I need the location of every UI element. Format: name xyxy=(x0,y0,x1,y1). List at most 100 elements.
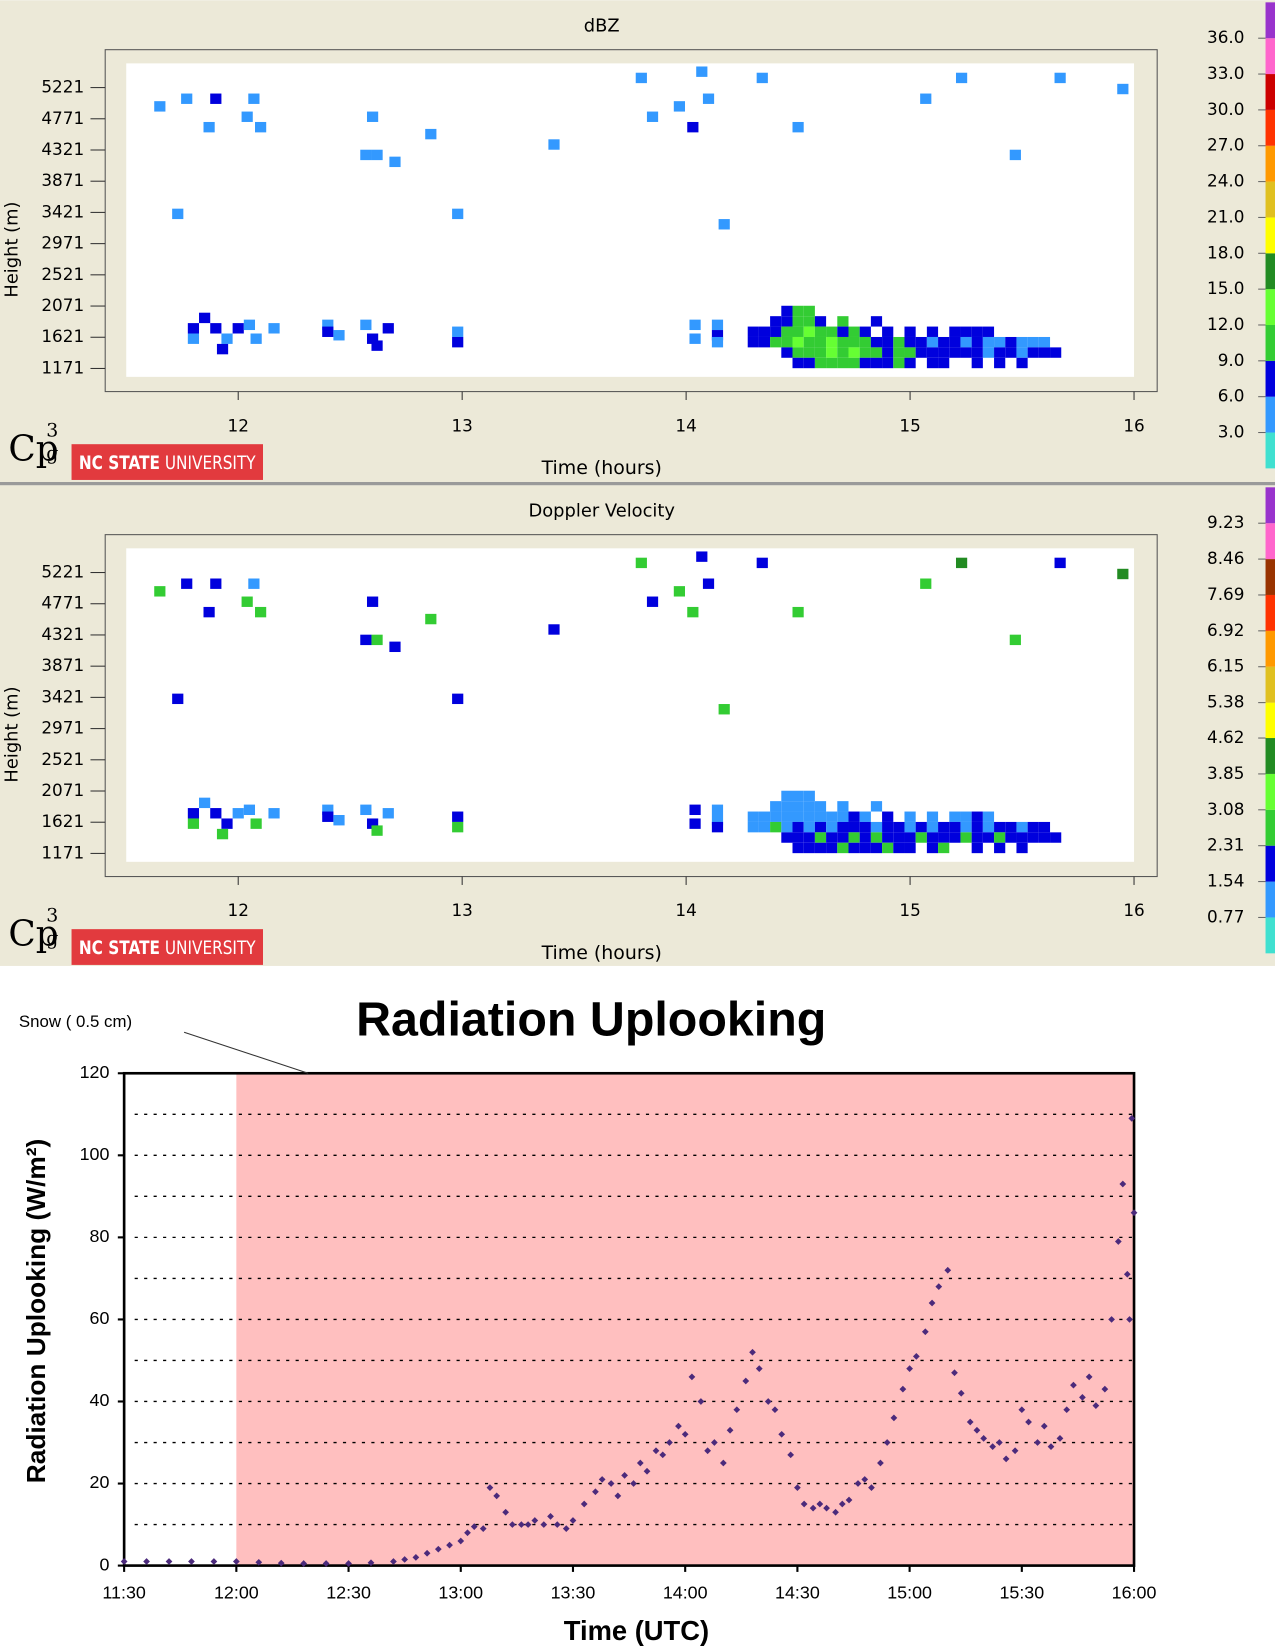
y-tick-label: 3871 xyxy=(41,655,84,675)
radar-cell xyxy=(1050,347,1062,358)
radar-cell xyxy=(548,139,560,150)
radar-cell xyxy=(904,821,916,833)
radar-cell xyxy=(322,319,334,331)
colorbar-tick-label: 21.0 xyxy=(1207,206,1244,226)
radar-cell xyxy=(904,336,916,348)
data-point xyxy=(832,1508,839,1516)
radar-cell xyxy=(696,66,708,77)
radar-cell xyxy=(770,316,782,327)
radar-cell xyxy=(747,821,759,833)
radar-cell xyxy=(792,336,804,348)
radar-cell xyxy=(792,832,804,843)
radar-cell xyxy=(711,821,724,833)
radar-cell xyxy=(1027,336,1039,348)
radar-cell xyxy=(814,811,827,822)
radar-cell xyxy=(960,811,972,822)
radar-cell xyxy=(781,811,793,822)
x-tick-label: 15:00 xyxy=(887,1583,932,1603)
radar-cell xyxy=(371,825,383,836)
plot-area xyxy=(126,63,1135,377)
radar-cell xyxy=(848,842,860,854)
badge-text: NC STATE UNIVERSITY xyxy=(79,452,256,474)
radar-cell xyxy=(837,336,849,348)
radar-cell xyxy=(960,347,972,358)
radar-cell xyxy=(366,818,379,829)
radar-cell xyxy=(870,357,883,369)
radar-cell xyxy=(1038,821,1051,833)
radar-cell xyxy=(792,801,804,812)
radar-cell xyxy=(859,821,871,833)
radar-cell xyxy=(803,305,815,317)
radar-cell xyxy=(203,121,215,133)
radar-cell xyxy=(848,811,860,822)
radar-cell xyxy=(926,842,939,854)
radar-cell xyxy=(826,357,838,369)
radar-cell xyxy=(232,808,244,819)
badge-text: NC STATE UNIVERSITY xyxy=(79,937,256,959)
y-tick-label: 4321 xyxy=(41,624,84,644)
data-point xyxy=(854,1480,862,1487)
radar-cell xyxy=(982,326,995,337)
radar-cell xyxy=(1016,842,1028,854)
radar-cell xyxy=(243,319,256,331)
data-point xyxy=(652,1447,660,1455)
data-point xyxy=(524,1521,532,1528)
radar-cell xyxy=(982,832,995,843)
colorbar-tick-label: 8.46 xyxy=(1207,548,1244,568)
radar-cell xyxy=(893,832,905,843)
radar-cell xyxy=(837,326,849,337)
annotation: Snow ( 0.5 cm) xyxy=(19,1012,132,1031)
radar-cell xyxy=(333,330,345,341)
radar-cell xyxy=(371,340,383,351)
data-point xyxy=(935,1283,943,1290)
colorbar-tick-label: 24.0 xyxy=(1207,171,1244,191)
colorbar-segment xyxy=(1265,253,1275,290)
radar-cell xyxy=(792,842,804,854)
chart-title: Doppler Velocity xyxy=(528,501,675,522)
radar-cell xyxy=(172,693,184,705)
radar-cell xyxy=(452,336,464,348)
logo-subscript: g xyxy=(46,928,58,950)
radar-cell xyxy=(248,578,260,589)
radar-cell xyxy=(241,111,253,122)
y-tick-label: 0 xyxy=(99,1554,109,1574)
radar-cell xyxy=(938,821,950,833)
colorbar-segment xyxy=(1265,559,1275,595)
badge-rest: UNIVERSITY xyxy=(165,937,256,959)
radar-cell xyxy=(635,557,647,569)
radar-cell xyxy=(837,316,849,327)
chart-title: dBZ xyxy=(584,16,620,37)
radar-cell xyxy=(1117,568,1129,580)
radar-cell xyxy=(366,596,379,607)
x-tick-label: 16 xyxy=(1123,900,1144,920)
data-point xyxy=(614,1492,622,1500)
data-point xyxy=(659,1451,667,1459)
radar-cell xyxy=(893,842,905,854)
radar-cell xyxy=(926,811,939,822)
colorbar-tick-label: 3.08 xyxy=(1207,799,1244,819)
colorbar-tick-label: 6.92 xyxy=(1207,620,1244,640)
radar-cell xyxy=(904,326,916,337)
radar-cell xyxy=(1038,832,1051,843)
y-tick-label: 1171 xyxy=(41,842,84,862)
y-tick-label: 2971 xyxy=(41,233,84,253)
radar-cell xyxy=(1005,821,1017,833)
y-tick-label: 5221 xyxy=(41,562,84,582)
colorbar-tick-label: 15.0 xyxy=(1207,278,1244,298)
radar-cell xyxy=(915,347,927,358)
radar-cell xyxy=(689,319,701,331)
radar-cell xyxy=(803,347,815,358)
radar-cell xyxy=(882,832,894,843)
radar-cell xyxy=(268,808,280,819)
y-tick-label: 20 xyxy=(90,1472,110,1492)
radar-cell xyxy=(181,93,193,104)
radar-cell xyxy=(920,578,932,589)
colorbar-tick-label: 12.0 xyxy=(1207,314,1244,334)
data-point xyxy=(764,1398,772,1405)
x-tick-label: 16 xyxy=(1123,415,1144,435)
badge xyxy=(71,444,263,480)
radar-cell xyxy=(955,557,968,569)
radar-cell xyxy=(882,842,894,854)
radar-cell xyxy=(187,808,200,819)
